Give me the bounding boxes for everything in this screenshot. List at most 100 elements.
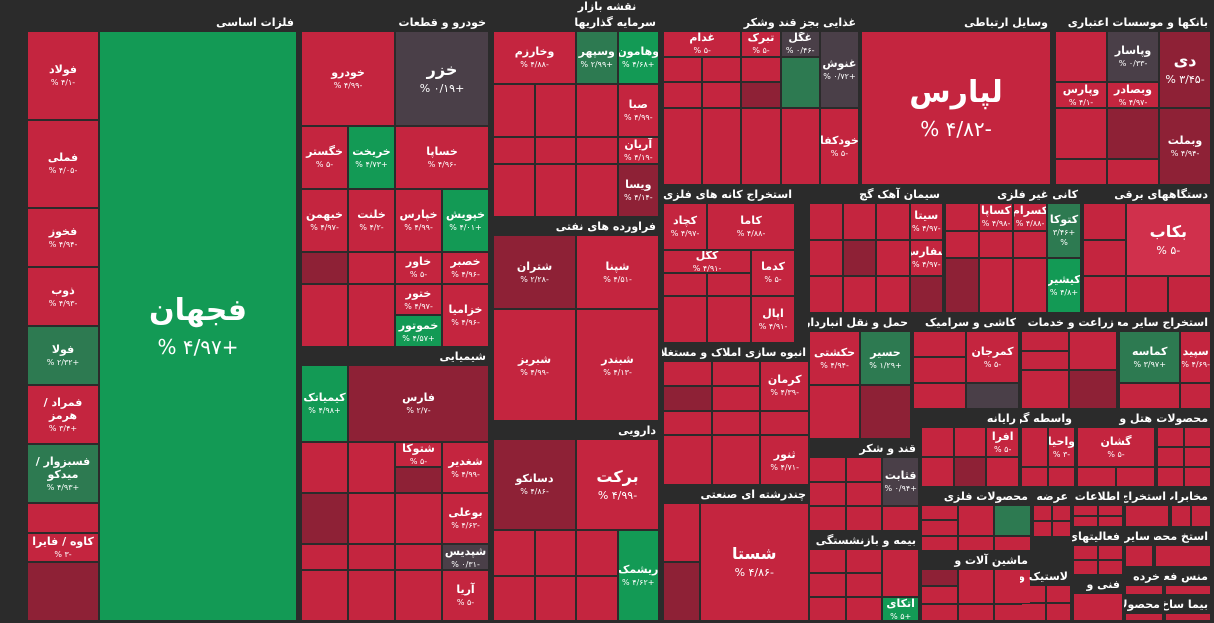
stock-tile-small[interactable] bbox=[995, 506, 1030, 535]
stock-tile-small[interactable] bbox=[958, 570, 994, 603]
stock-tile-small[interactable] bbox=[349, 284, 394, 346]
sector-header[interactable]: استخراج bbox=[1124, 490, 1166, 503]
stock-tile[interactable]: کمرجان -۵ % bbox=[967, 332, 1018, 382]
sector-header[interactable]: هتل و bbox=[1119, 412, 1152, 425]
sector-header[interactable]: زراعت و خدمات bbox=[1027, 316, 1114, 329]
stock-tile-small[interactable] bbox=[664, 563, 699, 620]
stock-tile[interactable]: وهامون +۴/۶۸ % bbox=[618, 32, 658, 84]
stock-tile-small[interactable] bbox=[810, 386, 859, 438]
stock-tile-small[interactable] bbox=[1126, 546, 1152, 566]
sector-header[interactable]: چندرشته ای صنعتی bbox=[700, 488, 806, 501]
stock-tile-small[interactable] bbox=[664, 57, 702, 82]
stock-tile[interactable]: گشان -۵ % bbox=[1078, 428, 1154, 466]
stock-tile-small[interactable] bbox=[1120, 384, 1180, 408]
stock-tile-small[interactable] bbox=[987, 458, 1018, 486]
stock-tile-small[interactable] bbox=[1185, 448, 1210, 466]
stock-tile-small[interactable] bbox=[494, 576, 534, 620]
stock-tile-small[interactable] bbox=[1172, 506, 1190, 526]
stock-tile-small[interactable] bbox=[810, 204, 842, 239]
stock-tile-small[interactable] bbox=[742, 83, 780, 107]
stock-tile-small[interactable] bbox=[781, 57, 819, 107]
sector-header[interactable]: استخ محصو bbox=[1154, 530, 1208, 543]
stock-tile[interactable]: شبندر -۴/۱۳ % bbox=[577, 310, 658, 420]
stock-tile[interactable]: سیتا -۴/۹۷ % bbox=[910, 204, 942, 239]
stock-tile[interactable]: خپویش +۴/۰۱ % bbox=[443, 190, 488, 252]
stock-tile-small[interactable] bbox=[1099, 561, 1122, 574]
stock-tile[interactable]: فملی -۴/۰۵ % bbox=[28, 120, 98, 207]
stock-tile-small[interactable] bbox=[664, 386, 711, 410]
stock-tile[interactable]: کماسه +۳/۹۷ % bbox=[1120, 332, 1180, 382]
stock-tile-small[interactable] bbox=[708, 297, 750, 342]
stock-tile-small[interactable] bbox=[396, 468, 441, 492]
stock-tile-small[interactable] bbox=[1053, 522, 1070, 536]
stock-tile[interactable]: کتوکا +۳/۴۶ % bbox=[1048, 204, 1080, 257]
sector-header[interactable]: واسطه گریهای bbox=[1020, 412, 1072, 425]
stock-tile[interactable]: وپاسار -۰/۳۳ % bbox=[1108, 32, 1158, 82]
stock-tile-small[interactable] bbox=[914, 332, 965, 356]
sector-header[interactable]: دارویی bbox=[618, 424, 656, 437]
stock-tile-small[interactable] bbox=[1181, 384, 1210, 408]
stock-tile-small[interactable] bbox=[28, 563, 98, 620]
sector-header[interactable]: عرضه bbox=[1036, 490, 1068, 503]
stock-tile-small[interactable] bbox=[1070, 371, 1116, 408]
stock-tile[interactable]: واحیا -۳ % bbox=[1049, 428, 1074, 466]
sector-header[interactable]: شیمیایی bbox=[439, 350, 486, 363]
stock-tile-small[interactable] bbox=[1049, 468, 1074, 486]
stock-tile-small[interactable] bbox=[302, 284, 347, 346]
stock-tile-small[interactable] bbox=[712, 436, 760, 484]
stock-tile[interactable]: بکاب -۵ % bbox=[1126, 204, 1210, 276]
stock-tile[interactable]: شتوکا -۵ % bbox=[396, 442, 441, 467]
stock-tile[interactable]: حکشتی -۴/۹۴ % bbox=[810, 332, 859, 384]
stock-tile[interactable]: اپال -۴/۹۱ % bbox=[752, 297, 794, 342]
stock-tile-small[interactable] bbox=[349, 253, 394, 283]
sector-header[interactable]: وسایل ارتباطی bbox=[964, 16, 1048, 29]
stock-tile-small[interactable] bbox=[843, 277, 875, 312]
stock-tile-small[interactable] bbox=[1034, 506, 1051, 520]
sector-header[interactable]: اطلاعات و bbox=[1072, 490, 1120, 503]
stock-tile-small[interactable] bbox=[922, 587, 957, 603]
stock-tile-small[interactable] bbox=[810, 458, 845, 481]
stock-tile-small[interactable] bbox=[1185, 468, 1210, 486]
sector-header[interactable]: سیمان آهک گچ bbox=[859, 188, 940, 201]
stock-tile[interactable]: ویسا -۴/۱۴ % bbox=[618, 164, 658, 216]
stock-tile-small[interactable] bbox=[980, 259, 1012, 312]
stock-tile-small[interactable] bbox=[846, 550, 882, 572]
stock-tile[interactable]: خساپا -۴/۹۶ % bbox=[396, 126, 488, 188]
stock-tile-small[interactable] bbox=[877, 204, 909, 239]
stock-tile-small[interactable] bbox=[1022, 332, 1068, 350]
stock-tile-small[interactable] bbox=[1169, 277, 1210, 312]
stock-tile[interactable]: لپارس -۴/۸۲ % bbox=[862, 32, 1050, 184]
stock-tile-small[interactable] bbox=[1166, 586, 1210, 594]
stock-tile[interactable]: فسبزوار / میدکو +۴/۹۳ % bbox=[28, 445, 98, 502]
stock-tile-small[interactable] bbox=[958, 536, 994, 550]
stock-tile[interactable]: آریان -۴/۱۹ % bbox=[618, 138, 658, 163]
stock-tile-small[interactable] bbox=[712, 386, 760, 410]
stock-tile[interactable]: خریخت +۴/۷۳ % bbox=[349, 126, 394, 188]
stock-tile-small[interactable] bbox=[349, 442, 394, 492]
stock-tile-small[interactable] bbox=[494, 531, 534, 575]
stock-tile-small[interactable] bbox=[1074, 517, 1097, 526]
stock-tile-small[interactable] bbox=[883, 507, 918, 530]
stock-tile[interactable]: خموتور +۴/۵۷ % bbox=[396, 316, 441, 346]
stock-tile-small[interactable] bbox=[712, 411, 760, 435]
stock-tile-small[interactable] bbox=[703, 57, 741, 82]
stock-tile-small[interactable] bbox=[712, 362, 760, 385]
stock-tile-small[interactable] bbox=[1014, 231, 1046, 257]
stock-tile-small[interactable] bbox=[914, 358, 965, 382]
stock-tile-small[interactable] bbox=[708, 274, 750, 296]
stock-tile-small[interactable] bbox=[535, 138, 575, 163]
stock-tile-small[interactable] bbox=[810, 277, 842, 312]
stock-tile-small[interactable] bbox=[1074, 546, 1097, 559]
stock-tile-small[interactable] bbox=[922, 604, 957, 620]
stock-tile-small[interactable] bbox=[810, 550, 845, 572]
stock-tile[interactable]: فارس -۲/۷ % bbox=[349, 366, 488, 441]
stock-tile-small[interactable] bbox=[535, 164, 575, 216]
stock-tile[interactable]: شپنا -۴/۵۱ % bbox=[577, 236, 658, 309]
stock-tile[interactable]: بوعلی -۴/۶۳ % bbox=[443, 494, 488, 544]
stock-tile-small[interactable] bbox=[1056, 108, 1106, 159]
sector-header[interactable]: سرمایه گذاریها bbox=[574, 16, 656, 29]
stock-tile-small[interactable] bbox=[664, 274, 706, 296]
stock-tile-small[interactable] bbox=[494, 164, 534, 216]
sector-header[interactable]: غذایی بجز قند وشکر bbox=[743, 16, 856, 29]
stock-tile-small[interactable] bbox=[1126, 586, 1162, 594]
